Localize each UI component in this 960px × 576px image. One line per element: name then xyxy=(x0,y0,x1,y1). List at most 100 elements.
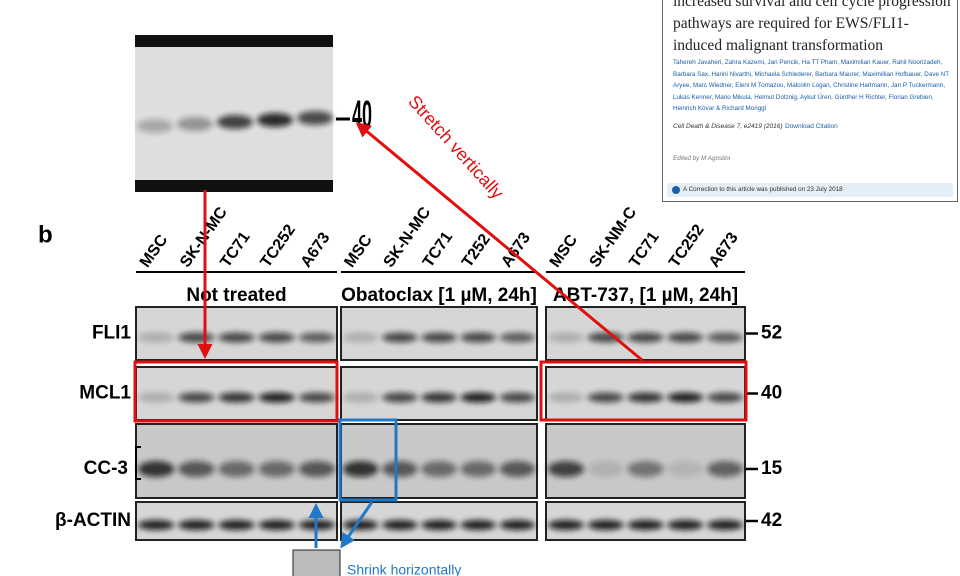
highlight-box xyxy=(338,418,398,502)
band xyxy=(258,332,295,343)
highlight-box xyxy=(133,360,339,423)
band xyxy=(137,332,175,343)
lane-label: MSC xyxy=(137,231,172,270)
size-marker: 52 xyxy=(761,323,782,344)
lane-label: MSC xyxy=(341,231,376,270)
zoom-panel: 40 xyxy=(135,35,372,192)
band xyxy=(381,461,418,477)
band xyxy=(707,392,744,403)
band xyxy=(499,392,536,403)
cc3-bracket xyxy=(135,446,141,480)
band xyxy=(627,392,664,403)
band xyxy=(421,392,457,403)
band xyxy=(421,520,457,530)
band xyxy=(587,461,624,477)
zoom-band xyxy=(177,117,213,131)
band xyxy=(499,332,536,343)
zoom-edge xyxy=(135,180,333,192)
blot xyxy=(545,423,746,499)
zoom-band xyxy=(217,115,253,129)
band xyxy=(298,392,336,403)
band xyxy=(258,392,295,403)
band xyxy=(667,461,704,477)
band xyxy=(667,332,704,343)
band xyxy=(381,392,418,403)
condition-label: Not treated xyxy=(186,285,286,306)
band xyxy=(178,332,215,343)
band xyxy=(460,461,497,477)
band xyxy=(421,461,457,477)
band xyxy=(587,520,624,530)
correction-notice[interactable]: A Correction to this article was publish… xyxy=(667,183,953,197)
zoom-band xyxy=(137,119,173,133)
stretch-note: Stretch vertically xyxy=(404,91,507,203)
condition-label: Obatoclax [1 µM, 24h] xyxy=(341,285,537,306)
band xyxy=(707,461,744,477)
band xyxy=(587,392,624,403)
zoom-band xyxy=(297,111,333,125)
article-inset: increased survival and cell cycle progre… xyxy=(662,0,958,202)
band xyxy=(547,520,584,530)
band xyxy=(587,332,624,343)
band xyxy=(707,332,744,343)
correction-text: A Correction to this article was publish… xyxy=(683,186,843,193)
band xyxy=(137,520,175,530)
band xyxy=(460,392,497,403)
lane-label: A673 xyxy=(298,230,334,271)
band xyxy=(218,332,255,343)
band xyxy=(178,461,215,477)
row-label: CC-3 xyxy=(84,458,128,479)
article-citation: Cell Death & Disease 7, e2419 (2016) xyxy=(673,123,783,130)
row-label: β-ACTIN xyxy=(55,510,131,531)
band xyxy=(499,520,536,530)
band xyxy=(137,392,175,403)
band xyxy=(258,520,295,530)
band xyxy=(298,332,336,343)
band xyxy=(178,392,215,403)
zoom-marker: 40 xyxy=(352,94,372,136)
lane-label: TC252 xyxy=(258,222,300,271)
band xyxy=(499,461,536,477)
lane-label: TC71 xyxy=(217,229,253,271)
band xyxy=(218,520,255,530)
band xyxy=(342,392,379,403)
panel-label: b xyxy=(38,221,53,248)
band xyxy=(137,461,175,477)
band xyxy=(707,520,744,530)
band xyxy=(547,392,584,403)
band xyxy=(547,332,584,343)
zoom-band xyxy=(257,113,293,127)
band xyxy=(178,520,215,530)
blot xyxy=(545,306,746,361)
lane-label: T252 xyxy=(459,231,494,271)
band xyxy=(218,461,255,477)
lane-label: MSC xyxy=(547,231,582,270)
lane-label: TC71 xyxy=(626,229,662,271)
band xyxy=(342,461,379,477)
lane-label: TC71 xyxy=(420,229,456,271)
band xyxy=(627,332,664,343)
band xyxy=(381,520,418,530)
band xyxy=(667,520,704,530)
band xyxy=(460,332,497,343)
highlight-box xyxy=(539,360,748,422)
band xyxy=(218,392,255,403)
band xyxy=(342,520,379,530)
row-label: FLI1 xyxy=(92,323,131,344)
band xyxy=(258,461,295,477)
article-authors[interactable]: Tahereh Javaheri, Zahra Kazemi, Jan Penc… xyxy=(673,59,950,112)
red-arrow xyxy=(355,122,643,362)
size-marker: 15 xyxy=(761,458,783,479)
blue-arrow xyxy=(340,501,374,549)
thumbnail xyxy=(292,549,341,576)
download-citation[interactable]: Download Citation xyxy=(785,123,838,130)
band xyxy=(381,332,418,343)
size-marker: 42 xyxy=(761,510,782,531)
edited-by: Edited by M Agostini xyxy=(673,155,731,162)
band xyxy=(421,332,457,343)
band xyxy=(667,392,704,403)
band xyxy=(342,332,379,343)
